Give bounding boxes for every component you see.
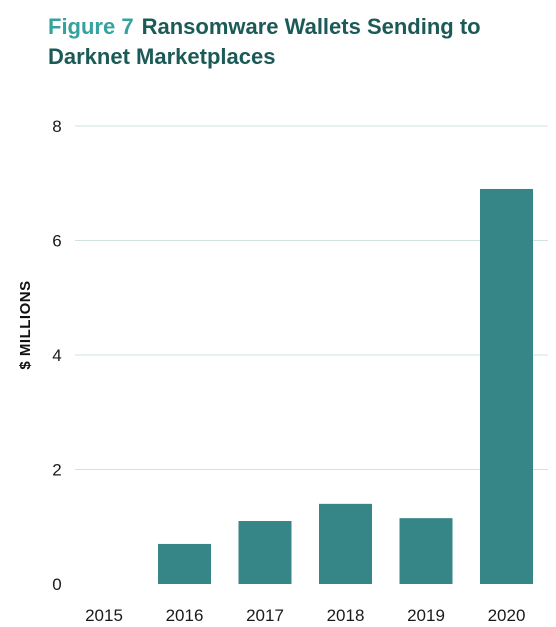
y-tick-label: 8 <box>52 117 61 136</box>
x-tick-label-2020: 2020 <box>488 606 526 625</box>
x-tick-label-2019: 2019 <box>407 606 445 625</box>
y-tick-labels: 0 2 4 6 8 <box>52 117 61 594</box>
gridlines <box>75 125 548 470</box>
figure-label: Figure 7 <box>48 14 134 39</box>
bar-2020 <box>480 188 533 584</box>
y-tick-label: 2 <box>52 461 61 480</box>
bar-2016 <box>158 543 211 584</box>
bar-2017 <box>238 521 292 584</box>
bar-2018 <box>319 503 372 584</box>
chart-title-text: Ransomware Wallets Sending to Darknet Ma… <box>48 14 481 69</box>
y-tick-label: 6 <box>52 232 61 251</box>
y-tick-label: 4 <box>52 346 61 365</box>
x-tick-label-2015: 2015 <box>85 606 123 625</box>
y-tick-label: 0 <box>52 575 61 594</box>
y-axis-label: $ MILLIONS <box>17 280 34 369</box>
bars <box>158 188 533 584</box>
chart-title: Figure 7 Ransomware Wallets Sending to Da… <box>48 12 548 72</box>
x-tick-labels: 2015 2016 2017 2018 2019 2020 <box>85 606 525 625</box>
bar-2019 <box>399 518 453 584</box>
x-tick-label-2016: 2016 <box>166 606 204 625</box>
x-tick-label-2018: 2018 <box>327 606 365 625</box>
x-tick-label-2017: 2017 <box>246 606 284 625</box>
